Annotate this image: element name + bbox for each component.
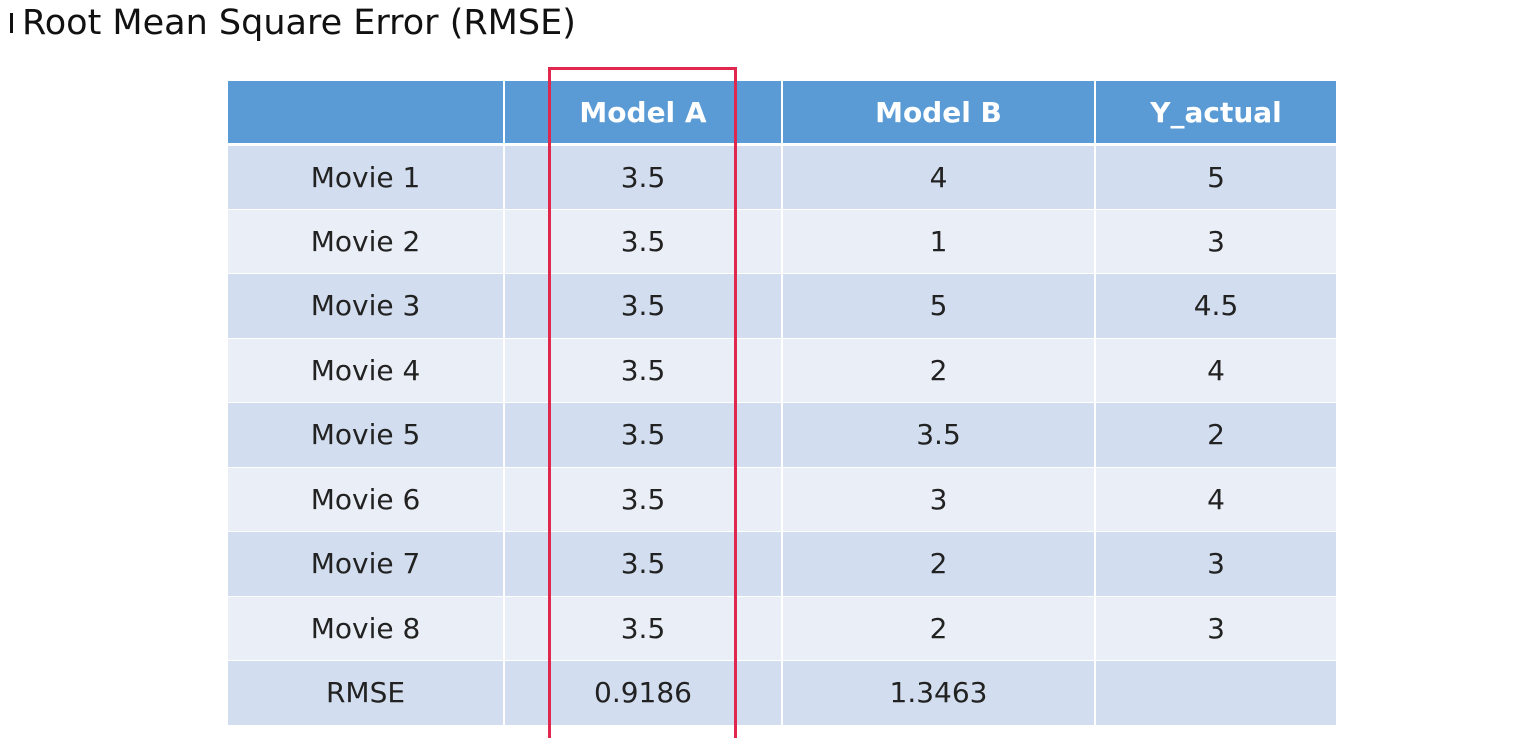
cell: 4 bbox=[1094, 338, 1338, 403]
cell: 3.5 bbox=[503, 402, 783, 468]
cell: 3.5 bbox=[503, 338, 783, 403]
cell: 3 bbox=[1094, 596, 1338, 661]
row-label: RMSE bbox=[226, 660, 505, 726]
cell: 1.3463 bbox=[781, 660, 1096, 726]
cell: 2 bbox=[781, 338, 1096, 403]
row-label: Movie 5 bbox=[226, 402, 505, 468]
header-cell: Model A bbox=[503, 81, 783, 146]
table-body: Movie 1 3.5 4 5 Movie 2 3.5 1 3 Movie 3 3.5 5 4.5 Mo… bbox=[226, 144, 1338, 726]
cell: 3.5 bbox=[503, 209, 783, 274]
cell: 5 bbox=[1094, 144, 1338, 210]
row-label: Movie 6 bbox=[226, 467, 505, 532]
table-row: Movie 8 3.5 2 3 bbox=[226, 596, 1338, 661]
cell: 3.5 bbox=[781, 402, 1096, 468]
cell: 5 bbox=[781, 273, 1096, 339]
rmse-table: Model A Model B Y_actual Movie 1 3.5 4 5 Movie… bbox=[226, 81, 1338, 726]
cell: 3 bbox=[781, 467, 1096, 532]
cell: 3.5 bbox=[503, 144, 783, 210]
table-row: Movie 4 3.5 2 4 bbox=[226, 338, 1338, 403]
header-row: Model A Model B Y_actual bbox=[226, 81, 1338, 146]
cell: 2 bbox=[781, 531, 1096, 597]
header-cell: Y_actual bbox=[1094, 81, 1338, 146]
cell: 3.5 bbox=[503, 596, 783, 661]
header-cell: Model B bbox=[781, 81, 1096, 146]
row-label: Movie 3 bbox=[226, 273, 505, 339]
row-label: Movie 7 bbox=[226, 531, 505, 597]
cell: 3 bbox=[1094, 531, 1338, 597]
cell: 3.5 bbox=[503, 531, 783, 597]
title: Root Mean Square Error (RMSE) bbox=[22, 3, 576, 43]
cell: 3.5 bbox=[503, 273, 783, 339]
table-row: Movie 3 3.5 5 4.5 bbox=[226, 273, 1338, 339]
cell: 4 bbox=[1094, 467, 1338, 532]
cell: 2 bbox=[781, 596, 1096, 661]
cell: 3 bbox=[1094, 209, 1338, 274]
empty-cell bbox=[1094, 660, 1338, 726]
table-row: Movie 6 3.5 3 4 bbox=[226, 467, 1338, 532]
header-cell bbox=[226, 81, 505, 146]
row-label: Movie 8 bbox=[226, 596, 505, 661]
table-row: RMSE 0.9186 1.3463 bbox=[226, 660, 1338, 726]
cell: 1 bbox=[781, 209, 1096, 274]
row-label: Movie 1 bbox=[226, 144, 505, 210]
title-bullet bbox=[10, 13, 13, 33]
cell: 4 bbox=[781, 144, 1096, 210]
row-label: Movie 2 bbox=[226, 209, 505, 274]
table-row: Movie 1 3.5 4 5 bbox=[226, 144, 1338, 210]
cell: 0.9186 bbox=[503, 660, 783, 726]
table-row: Movie 7 3.5 2 3 bbox=[226, 531, 1338, 597]
cell: 4.5 bbox=[1094, 273, 1338, 339]
table-row: Movie 5 3.5 3.5 2 bbox=[226, 402, 1338, 468]
cell: 3.5 bbox=[503, 467, 783, 532]
cell: 2 bbox=[1094, 402, 1338, 468]
row-label: Movie 4 bbox=[226, 338, 505, 403]
table-row: Movie 2 3.5 1 3 bbox=[226, 209, 1338, 274]
